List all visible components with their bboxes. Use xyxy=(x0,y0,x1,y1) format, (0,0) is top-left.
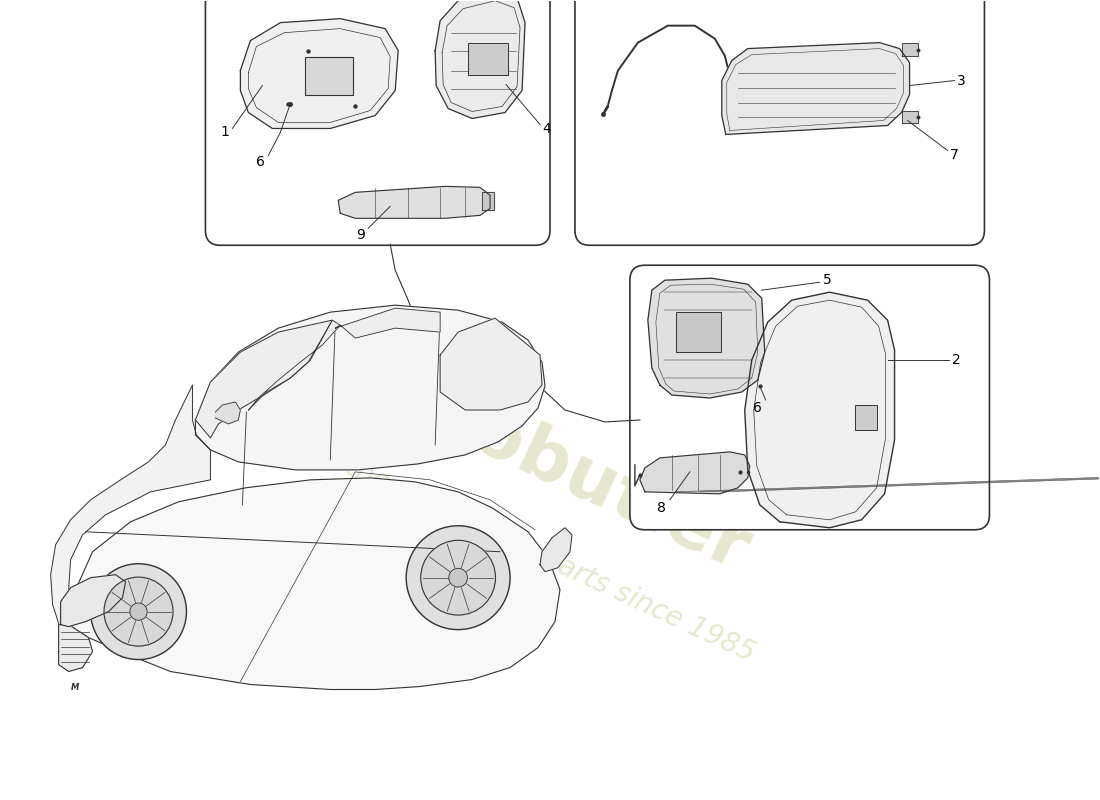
Text: 4: 4 xyxy=(542,122,551,137)
Polygon shape xyxy=(216,402,241,424)
Polygon shape xyxy=(648,278,764,398)
Polygon shape xyxy=(249,320,340,410)
Bar xyxy=(306,57,353,94)
Polygon shape xyxy=(58,625,92,671)
Text: 5: 5 xyxy=(823,274,832,287)
Polygon shape xyxy=(902,42,917,55)
Polygon shape xyxy=(640,452,750,494)
Bar xyxy=(675,312,720,352)
Text: 7: 7 xyxy=(950,149,959,162)
Polygon shape xyxy=(902,110,917,123)
Circle shape xyxy=(420,540,495,615)
Polygon shape xyxy=(722,42,910,134)
Polygon shape xyxy=(68,478,560,690)
Polygon shape xyxy=(339,186,491,218)
Text: the passion for parts since 1985: the passion for parts since 1985 xyxy=(341,452,759,667)
Polygon shape xyxy=(482,192,494,210)
FancyBboxPatch shape xyxy=(630,266,989,530)
Polygon shape xyxy=(745,292,894,528)
Bar xyxy=(855,405,877,430)
Text: 6: 6 xyxy=(256,155,265,170)
Text: M: M xyxy=(70,683,79,692)
Text: 3: 3 xyxy=(957,74,966,87)
Text: autobutler: autobutler xyxy=(340,342,760,586)
Circle shape xyxy=(104,577,173,646)
Polygon shape xyxy=(196,305,544,470)
Polygon shape xyxy=(540,528,572,572)
Text: 9: 9 xyxy=(355,228,365,242)
Circle shape xyxy=(130,603,147,620)
Text: 2: 2 xyxy=(953,353,961,367)
Text: 6: 6 xyxy=(754,401,762,415)
Polygon shape xyxy=(51,385,210,645)
Circle shape xyxy=(449,568,468,587)
Polygon shape xyxy=(241,18,398,129)
Polygon shape xyxy=(196,320,332,438)
Polygon shape xyxy=(436,0,525,118)
Circle shape xyxy=(406,526,510,630)
Text: 1: 1 xyxy=(220,126,229,139)
Bar xyxy=(469,42,508,74)
Polygon shape xyxy=(336,308,440,338)
Polygon shape xyxy=(440,318,542,410)
FancyBboxPatch shape xyxy=(206,0,550,246)
Circle shape xyxy=(90,564,187,659)
FancyBboxPatch shape xyxy=(575,0,984,246)
Text: 8: 8 xyxy=(658,501,667,515)
Polygon shape xyxy=(60,574,125,626)
